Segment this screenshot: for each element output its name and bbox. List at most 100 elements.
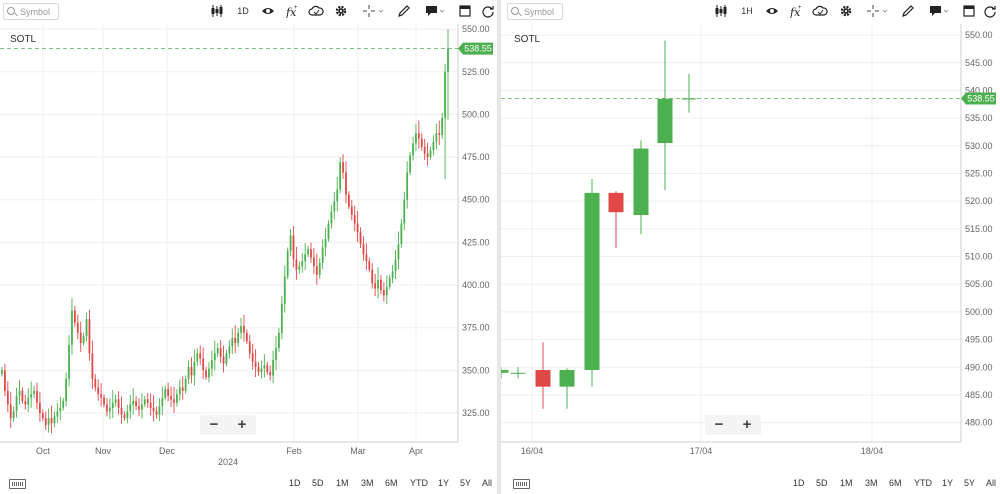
candle-body (426, 153, 429, 158)
fx-icon[interactable]: fx + (285, 4, 299, 18)
svg-text:fx: fx (285, 6, 297, 18)
range-ytd[interactable]: YTD (914, 478, 932, 488)
y-tick-label: 505.00 (965, 279, 993, 289)
crosshair-icon[interactable] (866, 4, 888, 18)
candle-body (216, 348, 219, 354)
range-5y[interactable]: 5Y (460, 478, 472, 488)
range-6m[interactable]: 6M (889, 478, 902, 488)
y-tick-label: 375.00 (462, 323, 490, 333)
candle-body (205, 370, 207, 378)
candles-icon[interactable] (210, 4, 224, 18)
range-3m[interactable]: 3M (361, 478, 374, 488)
zoom-in-button[interactable]: + (742, 416, 752, 433)
refresh-icon[interactable] (983, 4, 997, 18)
candle-body (181, 387, 184, 391)
candle-body (178, 387, 181, 395)
range-5y[interactable]: 5Y (964, 478, 976, 488)
gear-icon[interactable] (839, 4, 853, 18)
range-1y[interactable]: 1Y (942, 478, 954, 488)
candle-body (62, 401, 65, 408)
keyboard-icon[interactable] (513, 479, 530, 489)
candle-body (391, 271, 394, 279)
range-3m[interactable]: 3M (865, 478, 878, 488)
cloud-icon[interactable] (308, 4, 324, 18)
range-6m[interactable]: 6M (385, 478, 398, 488)
symbol-search-input[interactable]: Symbol (507, 3, 563, 20)
candle-body (295, 259, 298, 270)
candle-body (368, 261, 371, 270)
comment-icon[interactable] (425, 4, 447, 18)
candles-icon[interactable] (714, 4, 728, 18)
range-1m[interactable]: 1M (336, 478, 349, 488)
candle-body (248, 341, 251, 354)
candle-body (123, 414, 126, 419)
chart-pane-left[interactable]: Symbol 1D fx + 32 (0, 0, 497, 494)
candle-body (257, 366, 260, 373)
candle-body (138, 406, 140, 410)
candle-body (394, 259, 397, 272)
candle-body (441, 117, 444, 135)
candle-body (190, 366, 193, 376)
candle-body (222, 356, 225, 364)
candle-body (266, 365, 269, 373)
chart-pane-right[interactable]: Symbol 1H fx + 48 (501, 0, 1000, 494)
zoom-out-button[interactable]: − (209, 416, 219, 433)
candle-body (657, 98, 673, 144)
square-icon[interactable] (458, 4, 472, 18)
y-tick-label: 450.00 (462, 195, 490, 205)
keyboard-icon[interactable] (9, 479, 26, 489)
eye-icon[interactable] (261, 4, 275, 18)
range-1d[interactable]: 1D (289, 478, 301, 488)
candle-body (365, 254, 368, 262)
range-1y[interactable]: 1Y (438, 478, 450, 488)
candle-body (321, 247, 324, 263)
candle-body (412, 143, 414, 156)
candle-body (184, 378, 187, 391)
range-all[interactable]: All (482, 478, 493, 488)
symbol-label: SOTL (10, 34, 37, 45)
interval-button[interactable]: 1D (237, 6, 249, 16)
y-tick-label: 475.00 (462, 152, 490, 162)
fx-icon[interactable]: fx + (789, 4, 803, 18)
zoom-in-button[interactable]: + (237, 416, 247, 433)
range-1m[interactable]: 1M (840, 478, 853, 488)
x-tick-label: 2024 (218, 457, 238, 467)
candle-body (24, 401, 27, 405)
last-price-tag (961, 92, 996, 105)
pencil-icon[interactable] (397, 4, 411, 18)
comment-icon[interactable] (929, 4, 951, 18)
eye-icon[interactable] (765, 4, 779, 18)
candle-body (388, 278, 391, 287)
pencil-icon[interactable] (901, 4, 915, 18)
crosshair-icon[interactable] (362, 4, 384, 18)
candle-body (132, 401, 135, 405)
pane-divider[interactable] (497, 0, 501, 494)
zoom-out-button[interactable]: − (714, 416, 724, 433)
candle-body (397, 244, 400, 260)
range-5d[interactable]: 5D (312, 478, 324, 488)
range-5d[interactable]: 5D (816, 478, 828, 488)
cloud-icon[interactable] (812, 4, 828, 18)
candle-body (400, 223, 403, 245)
candle-body (65, 378, 68, 402)
x-tick-label: 17/04 (690, 446, 713, 456)
range-all[interactable]: All (986, 478, 997, 488)
candle-body (141, 404, 143, 410)
symbol-search-input[interactable]: Symbol (3, 3, 59, 20)
range-ytd[interactable]: YTD (410, 478, 428, 488)
candlestick-chart-hourly[interactable]: 480.00 485.00 490.00 495.00 500.00 505.00 510.… (501, 24, 1000, 474)
candle-body (234, 337, 237, 344)
candle-body (173, 399, 175, 403)
gear-icon[interactable] (334, 4, 348, 18)
candle-body (71, 310, 73, 345)
candle-body (330, 211, 333, 224)
candle-body (263, 365, 266, 369)
refresh-icon[interactable] (481, 4, 495, 18)
interval-button[interactable]: 1H (741, 6, 753, 16)
candlestick-chart-daily[interactable]: 325.00 350.00 375.00 400.00 425.00 450.00 475.… (0, 24, 497, 474)
square-icon[interactable] (962, 4, 976, 18)
candle-body (359, 232, 362, 245)
y-tick-label: 495.00 (965, 335, 993, 345)
range-1d[interactable]: 1D (793, 478, 805, 488)
candle-body (15, 395, 18, 412)
